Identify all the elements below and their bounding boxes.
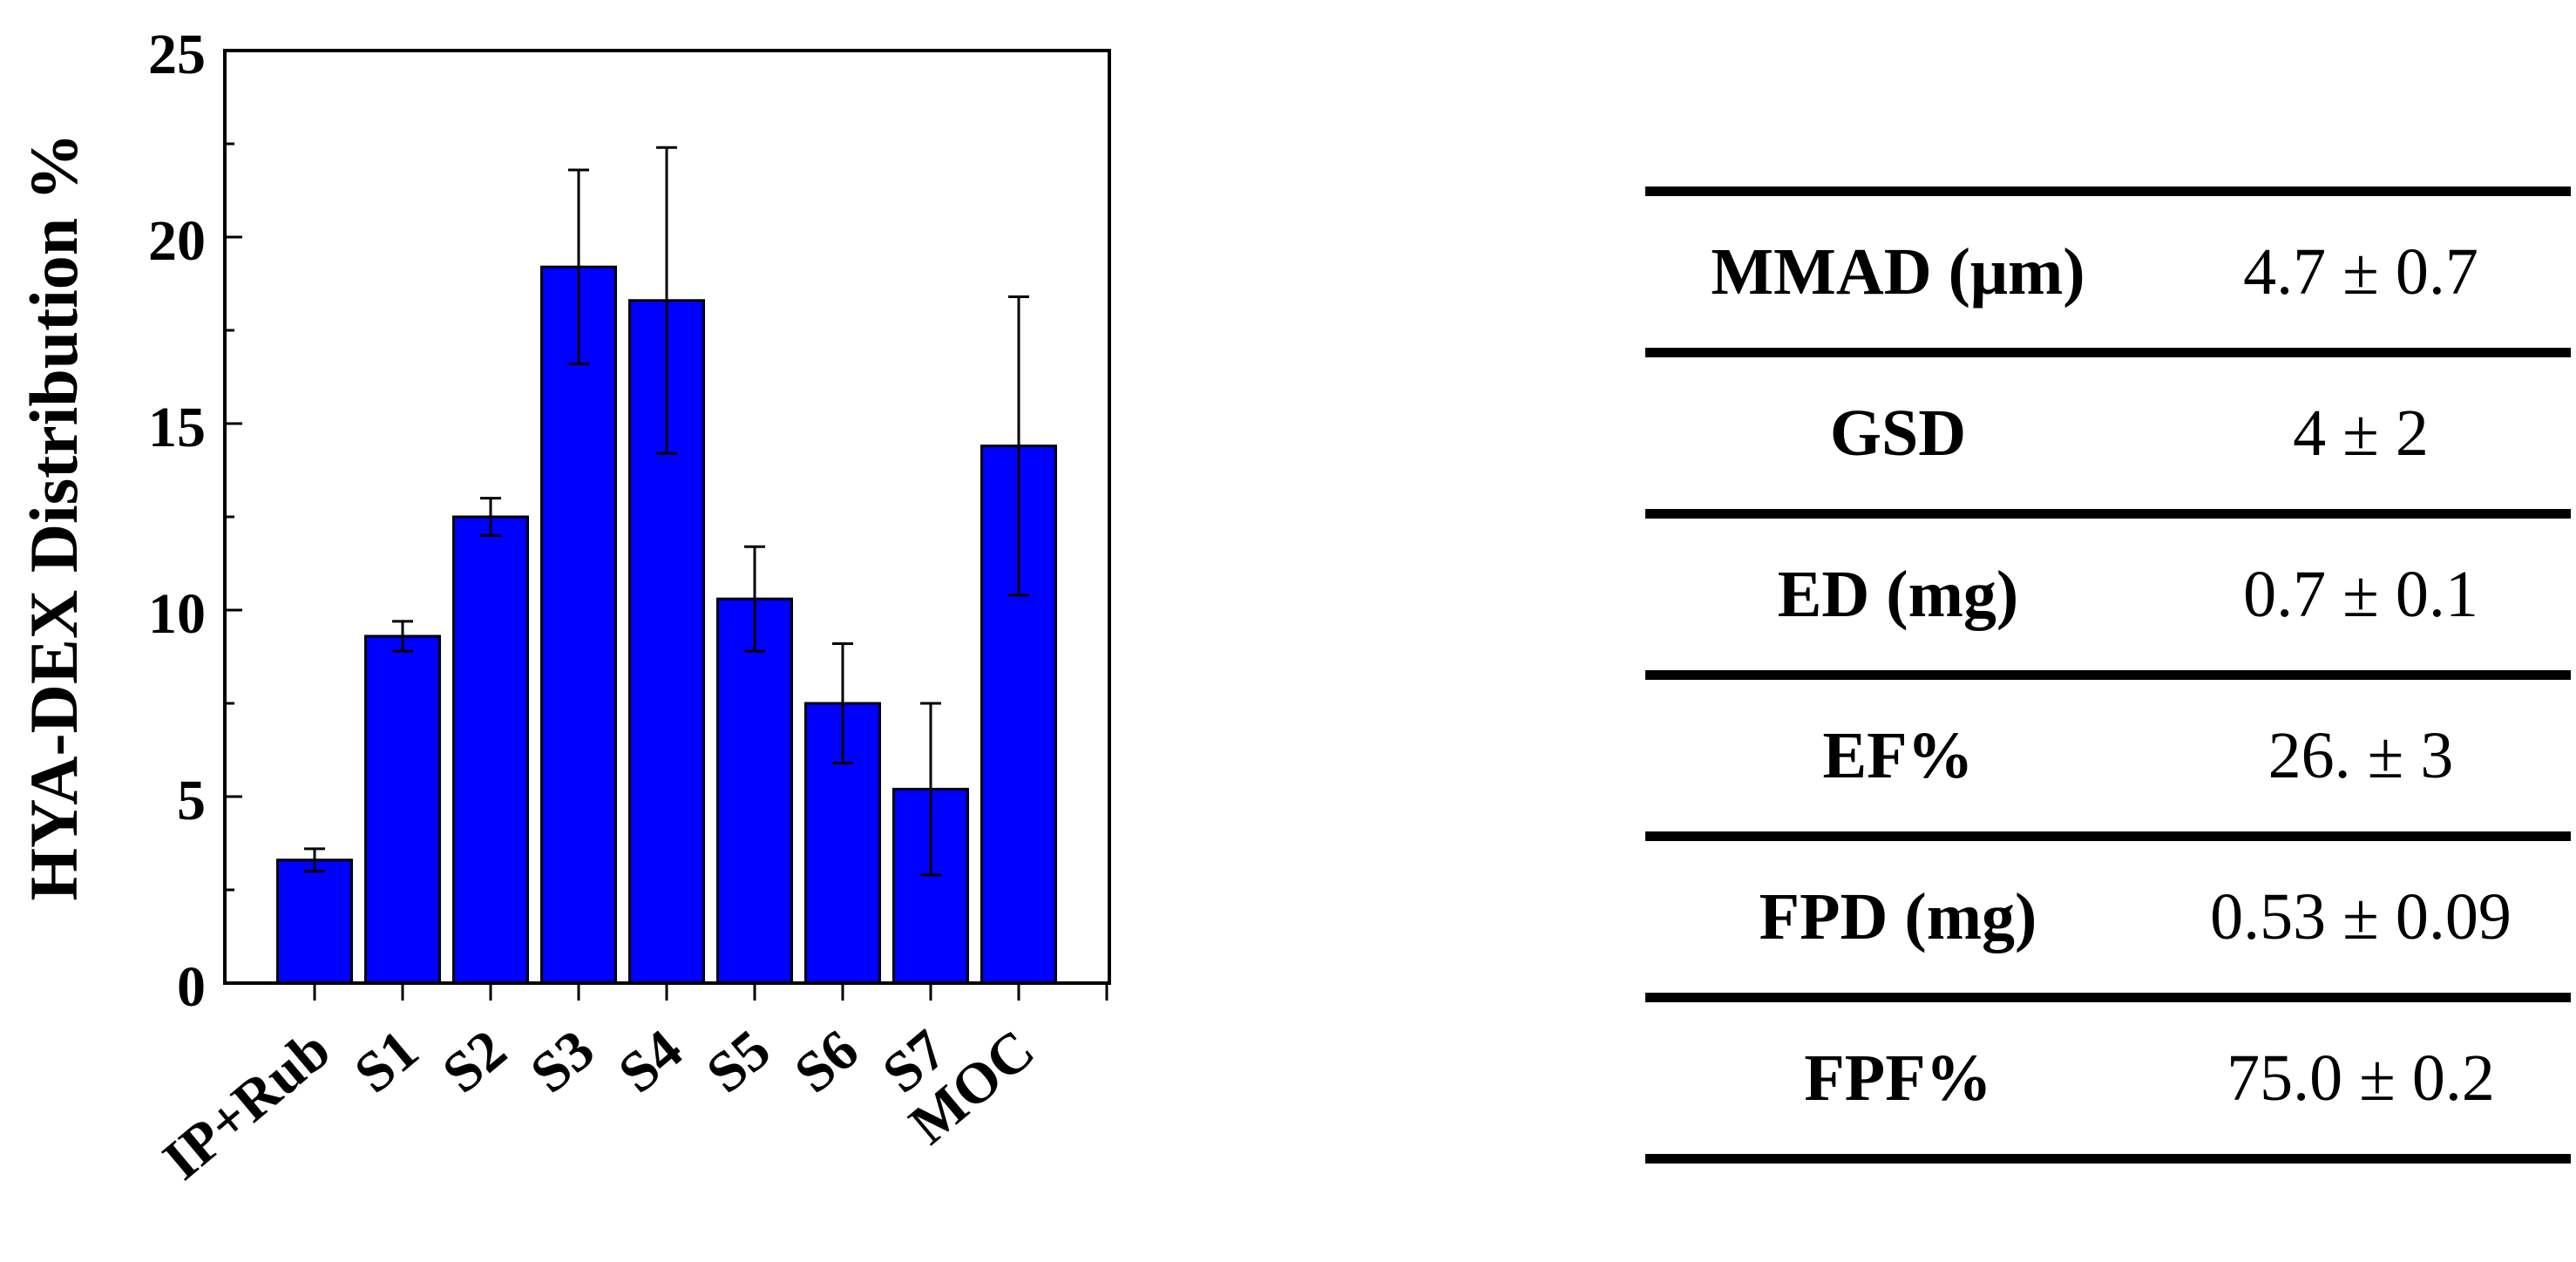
error-bars (304, 146, 1029, 877)
x-tick-label: S3 (519, 1018, 606, 1106)
x-tick-label: S2 (430, 1018, 518, 1106)
y-tick-label: 0 (177, 955, 206, 1019)
y-tick-label: 10 (148, 582, 206, 646)
parameter-name: MMAD (μm) (1645, 191, 2151, 357)
y-tick-label: 5 (177, 769, 206, 832)
bar (540, 265, 617, 985)
bar (716, 597, 793, 985)
table-row: MMAD (μm) 4.7 ± 0.7 (1645, 191, 2571, 357)
parameter-value: 4.7 ± 0.7 (2151, 191, 2571, 357)
x-tick-label: S1 (342, 1018, 430, 1106)
y-axis-label: HYA-DEX Distribution % (16, 132, 92, 900)
parameter-name: EF% (1645, 675, 2151, 841)
x-tick-label: S5 (695, 1018, 782, 1106)
parameter-value: 4 ± 2 (2151, 352, 2571, 519)
x-tick-label: S4 (607, 1018, 694, 1106)
bar (276, 858, 353, 985)
y-tick-label: 25 (148, 23, 206, 86)
y-tick-labels: 0 5 10 15 20 25 (148, 23, 206, 1019)
parameter-value: 0.7 ± 0.1 (2151, 513, 2571, 680)
parameter-value: 0.53 ± 0.09 (2151, 836, 2571, 1002)
x-tick-label: S6 (783, 1018, 870, 1106)
plot-frame (223, 49, 1111, 985)
y-tick-label: 15 (148, 396, 206, 459)
table-row: EF% 26. ± 3 (1645, 675, 2571, 841)
table-row: FPD (mg) 0.53 ± 0.09 (1645, 836, 2571, 1002)
parameter-name: FPF% (1645, 997, 2151, 1164)
parameter-name: GSD (1645, 352, 2151, 519)
y-tick-label: 20 (148, 209, 206, 273)
parameter-name: FPD (mg) (1645, 836, 2151, 1002)
table-row: GSD 4 ± 2 (1645, 352, 2571, 519)
table-row: ED (mg) 0.7 ± 0.1 (1645, 513, 2571, 680)
results-table-body: MMAD (μm) 4.7 ± 0.7 GSD 4 ± 2 ED (mg) 0.7 ± 0… (1645, 191, 2571, 1164)
table-row: FPF% 75.0 ± 0.2 (1645, 997, 2571, 1164)
parameter-name: ED (mg) (1645, 513, 2151, 680)
results-table: MMAD (μm) 4.7 ± 0.7 GSD 4 ± 2 ED (mg) 0.7 ± 0… (1645, 187, 2571, 1164)
parameter-value: 26. ± 3 (2151, 675, 2571, 841)
bar (452, 515, 529, 985)
x-tick-label: IP+Rub (152, 1018, 342, 1192)
parameter-value: 75.0 ± 0.2 (2151, 997, 2571, 1164)
bar (364, 634, 441, 985)
